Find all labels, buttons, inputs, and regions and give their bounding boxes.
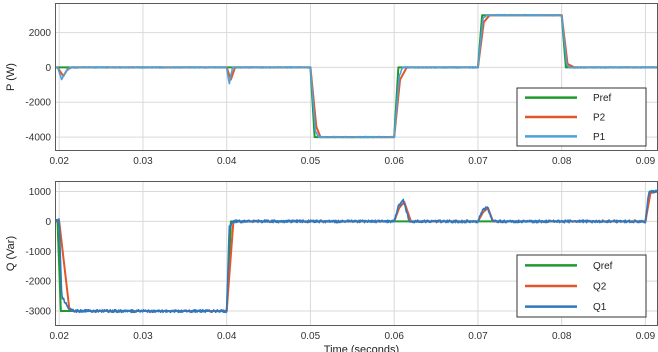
y-tick-label: 0 bbox=[45, 217, 51, 228]
x-axis-label: Time (seconds) bbox=[324, 344, 399, 352]
legend-label: P1 bbox=[593, 132, 606, 143]
y-tick-label: -4000 bbox=[25, 133, 51, 144]
x-tick-label: 0.08 bbox=[552, 156, 572, 167]
x-tick-label: 0.08 bbox=[552, 331, 572, 342]
y-tick-label: -2000 bbox=[25, 98, 51, 109]
x-tick-label: 0.04 bbox=[217, 156, 237, 167]
y-tick-label: 2000 bbox=[29, 28, 52, 39]
x-tick-label: 0.05 bbox=[301, 156, 321, 167]
legend: Pref P2 P1 bbox=[516, 87, 647, 147]
panel-reactive-power: 0.02 0.03 0.04 0.05 0.06 0.07 0.08 0.09 -3000 -20… bbox=[5, 181, 658, 352]
legend: Qref Q2 Q1 bbox=[516, 254, 647, 318]
x-tick-label: 0.06 bbox=[384, 156, 404, 167]
y-tick-label: -3000 bbox=[25, 307, 51, 318]
y-tick-label: 1000 bbox=[29, 187, 52, 198]
series-group bbox=[55, 13, 658, 139]
legend-label: Q1 bbox=[593, 302, 607, 313]
y-axis-label: Q (Var) bbox=[5, 236, 17, 271]
x-tick-label: 0.05 bbox=[301, 331, 321, 342]
x-tick-label: 0.07 bbox=[468, 331, 488, 342]
series-group bbox=[55, 189, 658, 314]
x-tick-label: 0.02 bbox=[49, 331, 69, 342]
x-tick-label: 0.06 bbox=[384, 331, 404, 342]
y-tick-label: -2000 bbox=[25, 277, 51, 288]
y-tick-label: -1000 bbox=[25, 247, 51, 258]
x-tick-label: 0.03 bbox=[133, 156, 153, 167]
series-line-q1 bbox=[55, 189, 658, 314]
series-line-p1 bbox=[55, 13, 658, 139]
legend-label: Qref bbox=[593, 261, 613, 272]
x-tick-label: 0.03 bbox=[133, 331, 153, 342]
x-tick-label: 0.07 bbox=[468, 156, 488, 167]
y-axis-label: P (W) bbox=[5, 63, 17, 91]
y-tick-label: 0 bbox=[45, 63, 51, 74]
x-tick-label: 0.04 bbox=[217, 331, 237, 342]
legend-label: P2 bbox=[593, 113, 606, 124]
x-tick-label: 0.09 bbox=[636, 156, 656, 167]
legend-label: Q2 bbox=[593, 282, 607, 293]
panel-active-power: 0.02 0.03 0.04 0.05 0.06 0.07 0.08 0.09 -4000 -20… bbox=[5, 3, 658, 167]
legend-label: Pref bbox=[593, 93, 612, 104]
x-tick-label: 0.02 bbox=[49, 156, 69, 167]
x-tick-label: 0.09 bbox=[636, 331, 656, 342]
